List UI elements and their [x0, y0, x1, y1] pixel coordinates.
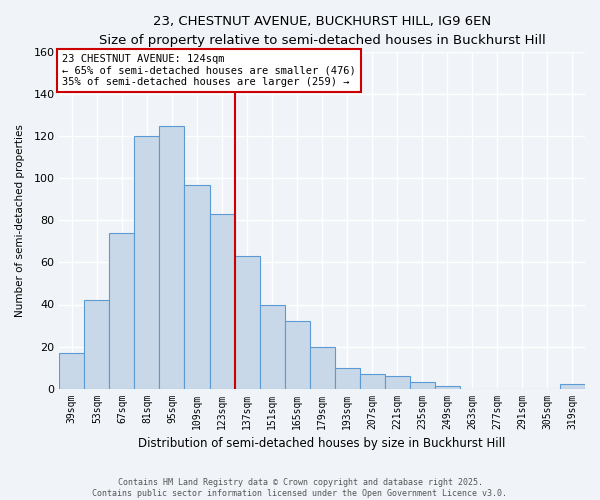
Text: Contains HM Land Registry data © Crown copyright and database right 2025.
Contai: Contains HM Land Registry data © Crown c… — [92, 478, 508, 498]
Bar — [235, 256, 260, 388]
Bar — [360, 374, 385, 388]
Bar — [310, 346, 335, 389]
Text: 23 CHESTNUT AVENUE: 124sqm
← 65% of semi-detached houses are smaller (476)
35% o: 23 CHESTNUT AVENUE: 124sqm ← 65% of semi… — [62, 54, 356, 87]
Bar — [59, 353, 85, 388]
Bar — [260, 304, 284, 388]
Bar — [85, 300, 109, 388]
Y-axis label: Number of semi-detached properties: Number of semi-detached properties — [15, 124, 25, 317]
X-axis label: Distribution of semi-detached houses by size in Buckhurst Hill: Distribution of semi-detached houses by … — [139, 437, 506, 450]
Bar — [385, 376, 410, 388]
Title: 23, CHESTNUT AVENUE, BUCKHURST HILL, IG9 6EN
Size of property relative to semi-d: 23, CHESTNUT AVENUE, BUCKHURST HILL, IG9… — [99, 15, 545, 47]
Bar — [184, 184, 209, 388]
Bar — [160, 126, 184, 388]
Bar — [284, 322, 310, 388]
Bar — [134, 136, 160, 388]
Bar — [209, 214, 235, 388]
Bar — [335, 368, 360, 388]
Bar — [410, 382, 435, 388]
Bar — [435, 386, 460, 388]
Bar — [109, 233, 134, 388]
Bar — [560, 384, 585, 388]
